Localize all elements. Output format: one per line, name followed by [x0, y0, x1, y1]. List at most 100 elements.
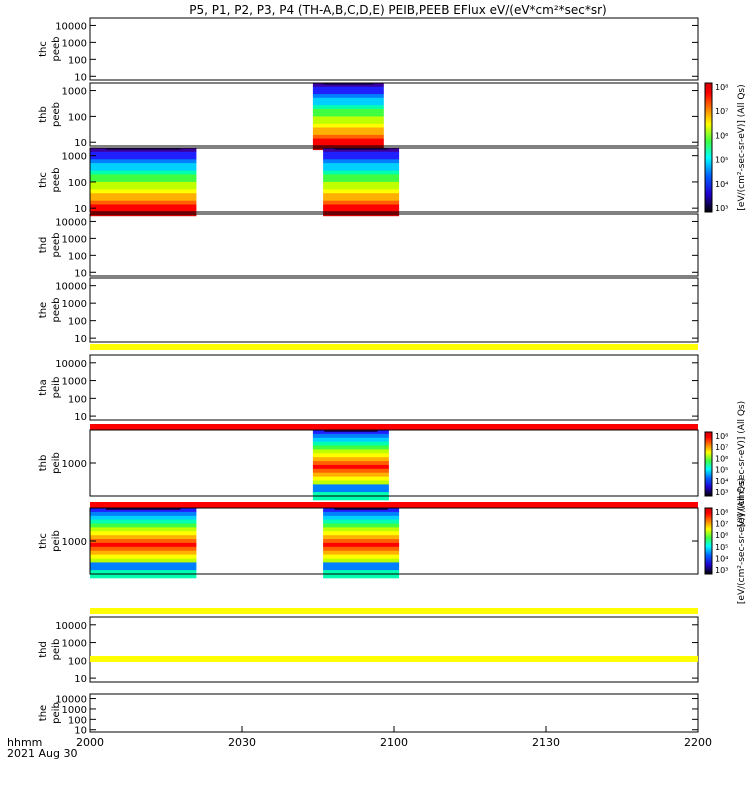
spectrogram-band: [90, 166, 197, 171]
spectrogram-band: [323, 178, 400, 183]
spectrogram-band: [323, 196, 400, 202]
panel-frame: [89, 213, 699, 277]
y-tick-label: 10: [74, 138, 87, 149]
colorbar-tick-label: 10⁵: [715, 156, 728, 165]
spectrogram-band: [323, 566, 400, 571]
spectrogram-band: [312, 461, 389, 466]
panel-frame: [89, 82, 699, 147]
spectrogram-band: [312, 441, 389, 446]
panel-probe-label: thc: [38, 533, 49, 549]
panel-probe-label: the: [38, 705, 49, 721]
panel-probe-label: thd: [38, 237, 49, 254]
spectrogram-band: [323, 508, 400, 513]
panel-probe-label: thc: [38, 172, 49, 188]
y-tick-label: 100: [68, 112, 87, 123]
spectrogram-band: [323, 208, 400, 213]
panel-frame: [89, 354, 699, 421]
spectrogram-band: [312, 101, 384, 106]
spectrogram-band: [312, 90, 384, 95]
spectrogram-band: [323, 174, 400, 179]
spectrogram-band: [90, 196, 197, 202]
y-tick-label: 100: [68, 251, 87, 262]
spectrogram-band: [90, 554, 197, 559]
colorbar-scale: [704, 82, 713, 213]
spectrogram-band: [312, 468, 389, 474]
spectrogram-band: [90, 178, 197, 183]
panel-frame: [89, 147, 699, 213]
spectrogram-band: [90, 200, 197, 205]
panel-probe-label: thb: [38, 455, 49, 472]
spectrogram-band: [90, 531, 197, 536]
spectrogram-band: [90, 535, 197, 540]
flag-strip: [90, 608, 698, 614]
panel-probe-label: thc: [38, 41, 49, 57]
spectrogram-band: [90, 148, 197, 153]
panel-thb-peeb: 1000 100 10 thb peeb: [38, 82, 699, 151]
spectrogram-band: [90, 170, 197, 175]
spectrogram-band: [312, 86, 384, 91]
y-tick-label: 1000: [62, 639, 87, 650]
spectrogram-band: [323, 523, 400, 528]
spectrogram-band: [90, 208, 197, 213]
spectrogram-band: [312, 484, 389, 489]
spectrogram-band: [312, 457, 389, 462]
spectrogram-band: [323, 185, 400, 190]
spectrogram-band: [90, 151, 197, 156]
spectrogram-band: [312, 430, 389, 435]
panel-frame: [89, 429, 699, 497]
panel-instrument-label: peib: [51, 377, 62, 399]
spectrogram-band: [323, 159, 400, 164]
panel-instrument-label: peib: [51, 639, 62, 661]
spectrogram-band: [323, 558, 400, 563]
spectrogram-band: [323, 189, 400, 194]
spectrogram-band: [323, 546, 400, 552]
y-tick-label: 100: [68, 715, 87, 726]
y-tick-label: 10: [74, 72, 87, 83]
spectrogram-edge: [106, 508, 181, 510]
spectrogram-band: [90, 562, 197, 567]
time-axis-ticks: 2000 2030 2100 2130 2200: [76, 726, 712, 749]
spectrogram-edge: [334, 508, 388, 510]
spectrogram-edge: [106, 148, 181, 150]
spectrogram-band: [312, 94, 384, 99]
spectrogram-band: [312, 131, 384, 136]
spectrogram-band: [312, 97, 384, 102]
spectrogram-band: [312, 476, 389, 481]
spectrogram-band: [312, 488, 389, 493]
panel-thd-peib: 10000 1000 100 10 thd peib: [38, 616, 699, 685]
flag-strip: [90, 344, 698, 350]
panel-instrument-label: peeb: [51, 233, 62, 258]
panel-thc-peeb: 1000 100 10 thc peeb: [38, 147, 699, 217]
spectrogram-band: [90, 189, 197, 194]
y-tick-label: 10: [74, 726, 87, 737]
spectrogram-band: [323, 574, 400, 579]
y-tick-label: 1000: [62, 705, 87, 716]
panel-instrument-label: peeb: [51, 37, 62, 62]
spectrogram-band: [323, 151, 400, 156]
y-tick-label: 1000: [62, 299, 87, 310]
spectrogram-band: [323, 181, 400, 187]
spectrogram-band: [90, 508, 197, 513]
colorbar-0: 10⁸ 10⁷ 10⁶ 10⁵ 10⁴ 10³ [eV/(cm²-sec-sr-eV)] (…: [704, 82, 747, 213]
chart-title: P5, P1, P2, P3, P4 (TH-A,B,C,D,E) PEIB,P…: [189, 3, 606, 17]
spectrogram-band: [312, 112, 384, 117]
spectrogram-band: [312, 449, 389, 454]
spectrogram-band: [90, 204, 197, 209]
y-tick-label: 10000: [55, 282, 87, 293]
colorbar-tick-label: 10⁷: [715, 107, 728, 116]
spectrogram-band: [90, 193, 197, 198]
spectrogram-band: [323, 570, 400, 575]
spectrogram-band: [312, 453, 389, 458]
colorbar-1: 10⁸ 10⁷ 10⁶ 10⁵ 10⁴ 10³ [eV/(cm²-sec-sr-eV)] (…: [704, 401, 747, 527]
y-tick-label: 10000: [55, 695, 87, 706]
panel-thc-peeb: 10000 1000 100 10 thc peeb: [38, 17, 699, 83]
colorbar-scale: [704, 507, 713, 575]
panel-frame: [89, 616, 699, 683]
colorbar-unit-label: [eV/(cm²-sec-sr-eV)] (All Qs): [737, 478, 747, 604]
spectrogram-band: [312, 123, 384, 128]
y-tick-label: 100: [68, 55, 87, 66]
flag-strip: [90, 424, 698, 430]
